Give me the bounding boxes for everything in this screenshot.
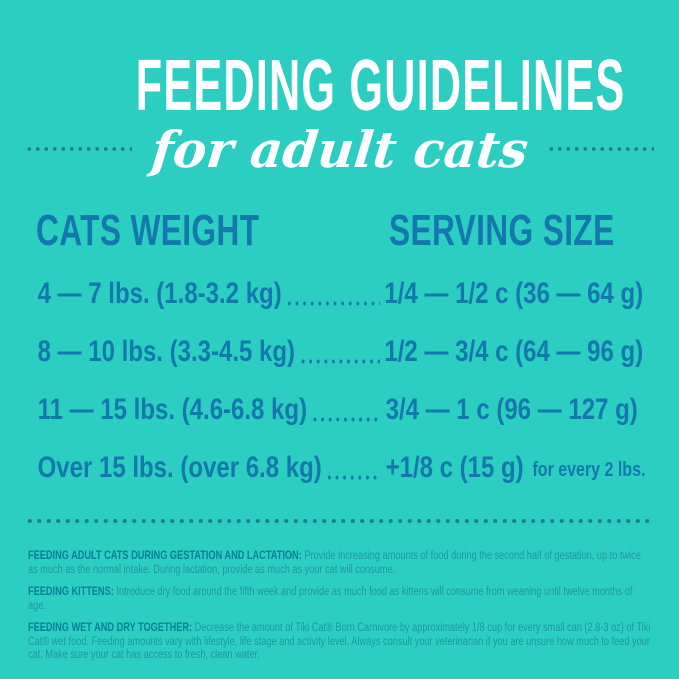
weight-value: 11 — 15 lbs. (4.6-6.8 kg) bbox=[37, 393, 308, 426]
serving-value: 3/4 — 1 c (96 — 127 g) bbox=[385, 393, 638, 426]
dotted-separator bbox=[25, 518, 655, 524]
footnotes-section: FEEDING ADULT CATS DURING GESTATION AND … bbox=[28, 550, 651, 672]
footnote-kittens: FEEDING KITTENS: Introduce dry food arou… bbox=[28, 586, 651, 613]
weight-value: 4 — 7 lbs. (1.8-3.2 kg) bbox=[37, 277, 282, 310]
footnotes-inner: FEEDING ADULT CATS DURING GESTATION AND … bbox=[28, 550, 651, 663]
table-row: 8 — 10 lbs. (3.3-4.5 kg) 1/2 — 3/4 c (64… bbox=[0, 323, 679, 381]
serving-note: for every 2 lbs. bbox=[532, 458, 646, 481]
table-row: 4 — 7 lbs. (1.8-3.2 kg) 1/4 — 1/2 c (36 … bbox=[0, 265, 679, 323]
column-header-cats-weight: CATS WEIGHT bbox=[36, 206, 260, 255]
weight-value: Over 15 lbs. (over 6.8 kg) bbox=[37, 451, 322, 484]
column-header-serving-size: SERVING SIZE bbox=[389, 206, 615, 255]
weight-value: 8 — 10 lbs. (3.3-4.5 kg) bbox=[37, 335, 296, 368]
serving-value: +1/8 c (15 g) bbox=[385, 451, 524, 484]
footnote-gestation-lactation: FEEDING ADULT CATS DURING GESTATION AND … bbox=[28, 550, 651, 577]
dot-leader bbox=[285, 300, 380, 306]
poster-title: FEEDING GUIDELINES bbox=[135, 46, 626, 126]
table-row: Over 15 lbs. (over 6.8 kg) +1/8 c (15 g)… bbox=[0, 439, 679, 497]
serving-value: 1/2 — 3/4 c (64 — 96 g) bbox=[384, 335, 644, 368]
footnote-label: FEEDING WET AND DRY TOGETHER: bbox=[28, 622, 193, 634]
footnote-label: FEEDING ADULT CATS DURING GESTATION AND … bbox=[28, 550, 302, 562]
dot-leader bbox=[311, 416, 381, 422]
poster-subtitle: for adult cats bbox=[148, 119, 531, 179]
poster-subtitle-row: for adult cats bbox=[0, 108, 679, 190]
footnote-wet-and-dry: FEEDING WET AND DRY TOGETHER: Decrease t… bbox=[28, 622, 651, 663]
serving-value: 1/4 — 1/2 c (36 — 64 g) bbox=[384, 277, 644, 310]
weight-cell: 11 — 15 lbs. (4.6-6.8 kg) bbox=[38, 393, 386, 427]
dotted-line-left bbox=[25, 146, 132, 152]
footnote-text: Introduce dry food around the fifth week… bbox=[28, 586, 633, 612]
dotted-line-right bbox=[547, 146, 654, 152]
feeding-table: 4 — 7 lbs. (1.8-3.2 kg) 1/4 — 1/2 c (36 … bbox=[0, 265, 679, 497]
table-row: 11 — 15 lbs. (4.6-6.8 kg) 3/4 — 1 c (96 … bbox=[0, 381, 679, 439]
dot-leader bbox=[299, 358, 380, 364]
weight-cell: 8 — 10 lbs. (3.3-4.5 kg) bbox=[38, 335, 385, 369]
weight-cell: Over 15 lbs. (over 6.8 kg) bbox=[38, 451, 386, 485]
footnote-text: Decrease the amount of Tiki Cat® Born Ca… bbox=[28, 622, 651, 661]
table-header-row: CATS WEIGHT SERVING SIZE bbox=[0, 209, 679, 255]
weight-cell: 4 — 7 lbs. (1.8-3.2 kg) bbox=[38, 277, 385, 311]
footnote-text: Provide increasing amounts of food durin… bbox=[28, 550, 641, 576]
dot-leader bbox=[325, 474, 381, 480]
feeding-table-inner: 4 — 7 lbs. (1.8-3.2 kg) 1/4 — 1/2 c (36 … bbox=[0, 265, 679, 497]
footnote-label: FEEDING KITTENS: bbox=[28, 586, 114, 598]
